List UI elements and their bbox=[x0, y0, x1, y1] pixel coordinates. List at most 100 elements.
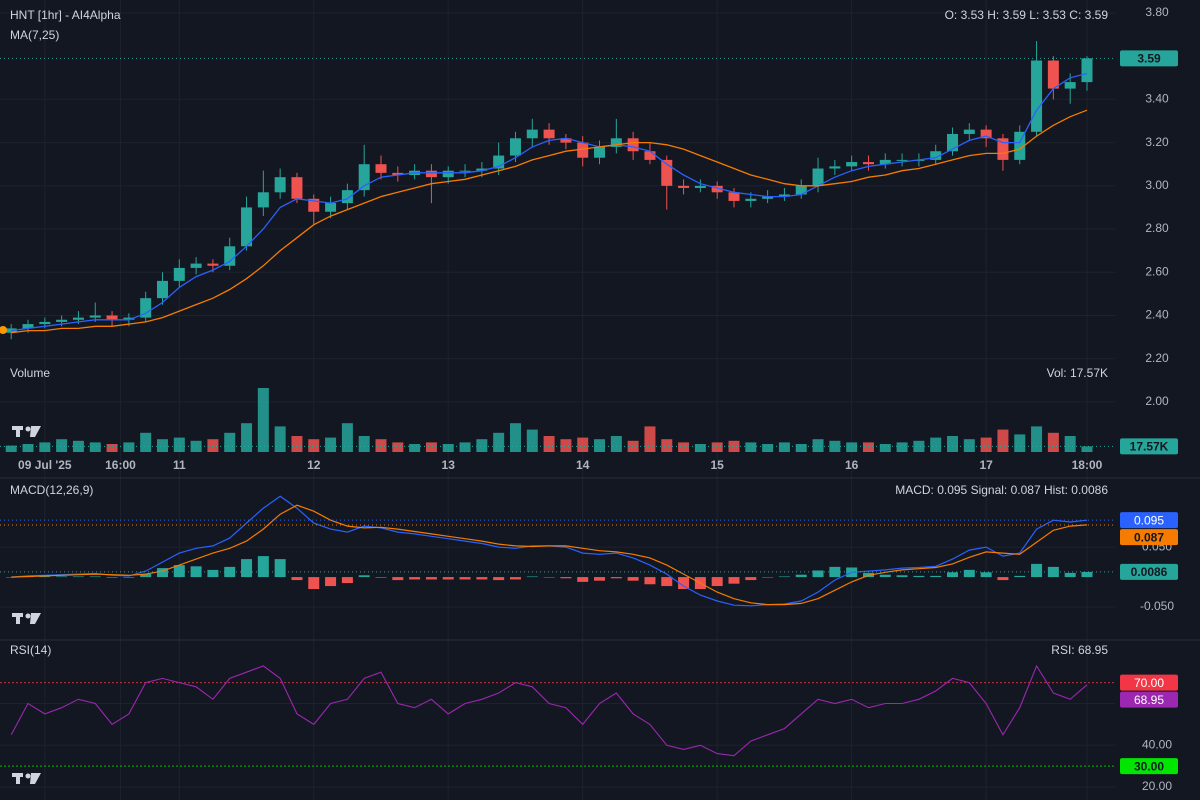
candle-body bbox=[1064, 82, 1076, 89]
histogram-bar bbox=[543, 577, 555, 578]
histogram-bar bbox=[1064, 572, 1076, 578]
volume-bar bbox=[678, 442, 690, 452]
value-box-label: 0.095 bbox=[1134, 513, 1164, 527]
candle-body bbox=[963, 129, 975, 134]
candle-body bbox=[745, 198, 757, 201]
value-box bbox=[1120, 674, 1178, 691]
volume-bar bbox=[812, 439, 824, 452]
histogram-bar bbox=[442, 577, 454, 580]
candle-body bbox=[274, 177, 286, 193]
value-box-label: 70.00 bbox=[1134, 676, 1164, 690]
candle-body bbox=[1047, 60, 1059, 89]
x-tick-label: 11 bbox=[173, 458, 186, 472]
candle-body bbox=[72, 317, 84, 320]
candle-body bbox=[1031, 60, 1043, 132]
volume-bar bbox=[308, 439, 320, 452]
candle-body bbox=[762, 196, 774, 199]
y-tick-label: 2.60 bbox=[1145, 264, 1169, 278]
candle-body bbox=[1014, 131, 1026, 160]
candle-body bbox=[795, 185, 807, 195]
volume-bar bbox=[829, 440, 841, 452]
volume-bar bbox=[661, 439, 673, 452]
ohlc-legend: O: 3.53 H: 3.59 L: 3.53 C: 3.59 bbox=[945, 8, 1109, 22]
volume-bar bbox=[442, 444, 454, 452]
volume-bar bbox=[896, 442, 908, 452]
candle-body bbox=[930, 151, 942, 160]
histogram-bar bbox=[745, 577, 757, 581]
histogram-bar bbox=[123, 577, 135, 578]
x-tick-label: 13 bbox=[442, 458, 456, 472]
volume-bar bbox=[1014, 434, 1026, 452]
candle-body bbox=[896, 159, 908, 161]
ma-legend: MA(7,25) bbox=[10, 28, 59, 42]
histogram-bar bbox=[879, 574, 891, 578]
histogram-bar bbox=[661, 577, 673, 587]
x-tick-label: 18:00 bbox=[1072, 458, 1103, 472]
histogram-bar bbox=[711, 577, 723, 587]
x-tick-label: 17 bbox=[979, 458, 993, 472]
volume-bar bbox=[392, 442, 404, 452]
histogram-bar bbox=[257, 556, 269, 578]
candle-body bbox=[358, 164, 370, 191]
y-tick-label: -0.050 bbox=[1140, 599, 1174, 613]
histogram-bar bbox=[930, 575, 942, 578]
candle-body bbox=[879, 159, 891, 165]
histogram-bar bbox=[728, 577, 740, 584]
candle-body bbox=[459, 170, 471, 172]
volume-bar bbox=[997, 429, 1009, 452]
candle-body bbox=[846, 162, 858, 167]
volume-bar bbox=[846, 442, 858, 452]
logo bbox=[12, 613, 41, 624]
histogram-bar bbox=[1031, 563, 1043, 578]
x-tick-label: 16:00 bbox=[105, 458, 136, 472]
volume-bar bbox=[745, 442, 757, 452]
volume-bar bbox=[644, 426, 656, 452]
histogram-bar bbox=[778, 576, 790, 578]
candle-body bbox=[425, 170, 437, 178]
histogram-bar bbox=[560, 577, 572, 579]
candle-body bbox=[509, 138, 521, 156]
candle-body bbox=[56, 319, 68, 322]
value-box bbox=[1120, 691, 1178, 708]
histogram-bar bbox=[224, 566, 236, 578]
histogram-bar bbox=[627, 577, 639, 581]
histogram-bar bbox=[341, 577, 353, 584]
volume-value-legend: Vol: 17.57K bbox=[1047, 366, 1108, 380]
labels-layer: HNT [1hr] - AI4Alpha O: 3.53 H: 3.59 L: … bbox=[10, 5, 1178, 793]
volume-bar bbox=[930, 437, 942, 452]
candle-body bbox=[291, 177, 303, 199]
volume-bar bbox=[358, 436, 370, 452]
histogram-bar bbox=[493, 577, 505, 581]
histogram-bar bbox=[140, 574, 152, 578]
volume-bar bbox=[577, 437, 589, 452]
chart-title: HNT [1hr] - AI4Alpha bbox=[10, 8, 121, 22]
candle-body bbox=[543, 129, 555, 139]
value-box-label: 0.087 bbox=[1134, 530, 1164, 544]
y-tick-label: 3.20 bbox=[1145, 135, 1169, 149]
candle-body bbox=[560, 138, 572, 143]
candle-body bbox=[156, 280, 168, 299]
histogram-bar bbox=[526, 576, 538, 578]
histogram-bar bbox=[425, 577, 437, 580]
histogram-bar bbox=[274, 559, 286, 578]
y-tick-label: 2.40 bbox=[1145, 308, 1169, 322]
logos bbox=[12, 426, 41, 784]
volume-bar bbox=[1064, 436, 1076, 452]
candle-body bbox=[257, 192, 269, 208]
histogram-bar bbox=[39, 576, 51, 578]
value-box bbox=[1120, 512, 1178, 529]
histogram-bar bbox=[72, 576, 84, 578]
pane-dividers bbox=[0, 477, 1200, 641]
candle-body bbox=[224, 246, 236, 266]
histogram-bar bbox=[241, 559, 253, 578]
value-box bbox=[1120, 438, 1178, 455]
y-tick-label: 3.80 bbox=[1145, 5, 1169, 19]
y-tick-label: 3.40 bbox=[1145, 92, 1169, 106]
value-box bbox=[1120, 563, 1178, 580]
candle-body bbox=[22, 324, 34, 329]
value-box-label: 30.00 bbox=[1134, 759, 1164, 773]
candle-body bbox=[678, 185, 690, 188]
candle-body bbox=[173, 267, 185, 281]
rsi-legend: RSI(14) bbox=[10, 643, 51, 657]
